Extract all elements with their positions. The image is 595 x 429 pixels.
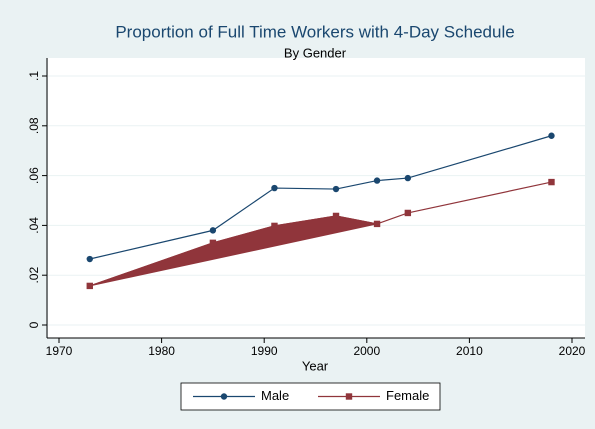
y-tick-label: .04 — [27, 217, 41, 234]
marker — [373, 220, 381, 228]
x-tick-label: 1980 — [148, 344, 175, 358]
marker — [548, 178, 555, 186]
x-tick-label: 2010 — [456, 344, 483, 358]
legend-marker — [345, 393, 353, 400]
y-tick-label: .02 — [27, 267, 41, 284]
y-tick-label: .06 — [27, 167, 41, 184]
y-tick-label: .1 — [27, 71, 41, 81]
x-tick-label: 2020 — [559, 344, 586, 358]
plot-area — [48, 58, 585, 338]
marker — [332, 212, 340, 220]
legend-marker — [220, 393, 228, 400]
marker — [332, 185, 340, 193]
marker — [548, 132, 555, 139]
x-tick-label: 2000 — [353, 344, 380, 358]
marker — [209, 239, 217, 247]
x-axis-label: Year — [302, 358, 329, 373]
legend-label: Female — [386, 388, 429, 403]
marker — [86, 255, 93, 263]
x-tick-label: 1990 — [251, 344, 278, 358]
x-tick-label: 1970 — [46, 344, 73, 358]
marker — [209, 227, 217, 234]
chart-subtitle: By Gender — [284, 45, 347, 60]
y-tick-label: .08 — [27, 117, 41, 134]
marker — [373, 177, 381, 184]
chart-title: Proportion of Full Time Workers with 4-D… — [115, 22, 514, 41]
legend-label: Male — [261, 388, 289, 403]
y-tick-label: 0 — [27, 321, 41, 328]
marker — [404, 174, 412, 182]
marker — [86, 282, 93, 290]
marker — [271, 222, 278, 230]
marker — [404, 209, 412, 217]
marker — [271, 184, 278, 192]
